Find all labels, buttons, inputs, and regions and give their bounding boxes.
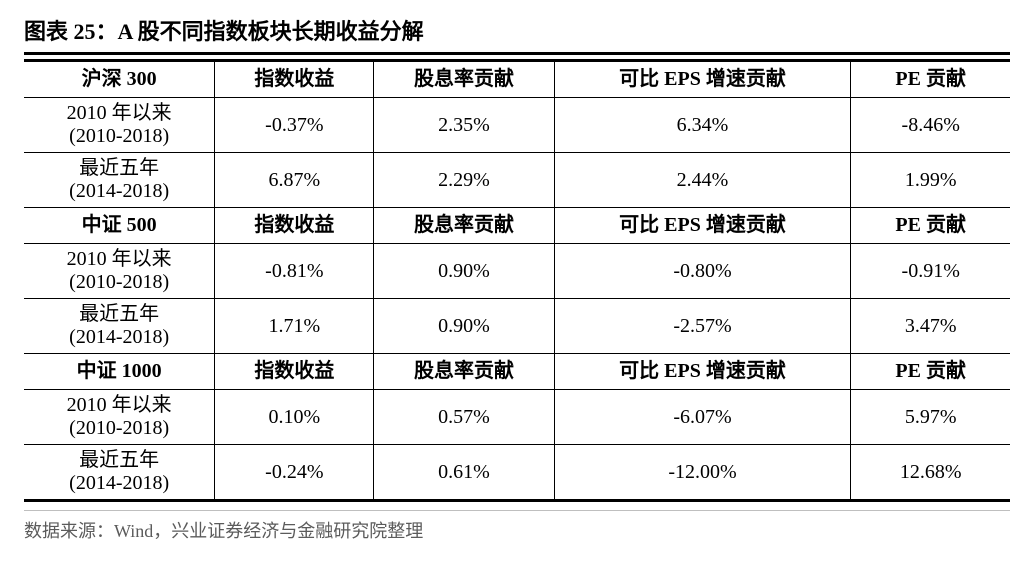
- column-header: 指数收益: [215, 61, 374, 98]
- value-cell: 12.68%: [851, 445, 1010, 501]
- column-header: 股息率贡献: [374, 208, 554, 244]
- value-cell: -0.37%: [215, 98, 374, 153]
- value-cell: -0.81%: [215, 244, 374, 299]
- value-cell: -0.91%: [851, 244, 1010, 299]
- column-header: PE 贡献: [851, 61, 1010, 98]
- column-header: PE 贡献: [851, 354, 1010, 390]
- section-label: 沪深 300: [24, 61, 215, 98]
- column-header: 可比 EPS 增速贡献: [554, 354, 851, 390]
- section-label: 中证 1000: [24, 354, 215, 390]
- column-header: 指数收益: [215, 208, 374, 244]
- value-cell: 2.35%: [374, 98, 554, 153]
- value-cell: -12.00%: [554, 445, 851, 501]
- value-cell: 0.90%: [374, 244, 554, 299]
- column-header: 可比 EPS 增速贡献: [554, 208, 851, 244]
- value-cell: -8.46%: [851, 98, 1010, 153]
- value-cell: 6.87%: [215, 153, 374, 208]
- section-label: 中证 500: [24, 208, 215, 244]
- value-cell: 0.61%: [374, 445, 554, 501]
- period-cell: 2010 年以来(2010-2018): [24, 390, 215, 445]
- value-cell: 0.10%: [215, 390, 374, 445]
- value-cell: 3.47%: [851, 299, 1010, 354]
- period-cell: 最近五年(2014-2018): [24, 153, 215, 208]
- column-header: 股息率贡献: [374, 61, 554, 98]
- value-cell: 5.97%: [851, 390, 1010, 445]
- column-header: 可比 EPS 增速贡献: [554, 61, 851, 98]
- column-header: 指数收益: [215, 354, 374, 390]
- period-cell: 最近五年(2014-2018): [24, 299, 215, 354]
- value-cell: 1.99%: [851, 153, 1010, 208]
- value-cell: 1.71%: [215, 299, 374, 354]
- chart-title: 图表 25：A 股不同指数板块长期收益分解: [24, 14, 1010, 55]
- period-cell: 2010 年以来(2010-2018): [24, 98, 215, 153]
- value-cell: 2.29%: [374, 153, 554, 208]
- value-cell: -2.57%: [554, 299, 851, 354]
- value-cell: -6.07%: [554, 390, 851, 445]
- value-cell: 0.57%: [374, 390, 554, 445]
- value-cell: -0.24%: [215, 445, 374, 501]
- data-source-note: 数据来源：Wind，兴业证券经济与金融研究院整理: [24, 510, 1010, 543]
- value-cell: 6.34%: [554, 98, 851, 153]
- value-cell: -0.80%: [554, 244, 851, 299]
- period-cell: 最近五年(2014-2018): [24, 445, 215, 501]
- decomposition-table: 沪深 300指数收益股息率贡献可比 EPS 增速贡献PE 贡献2010 年以来(…: [24, 59, 1010, 502]
- period-cell: 2010 年以来(2010-2018): [24, 244, 215, 299]
- column-header: 股息率贡献: [374, 354, 554, 390]
- value-cell: 0.90%: [374, 299, 554, 354]
- column-header: PE 贡献: [851, 208, 1010, 244]
- value-cell: 2.44%: [554, 153, 851, 208]
